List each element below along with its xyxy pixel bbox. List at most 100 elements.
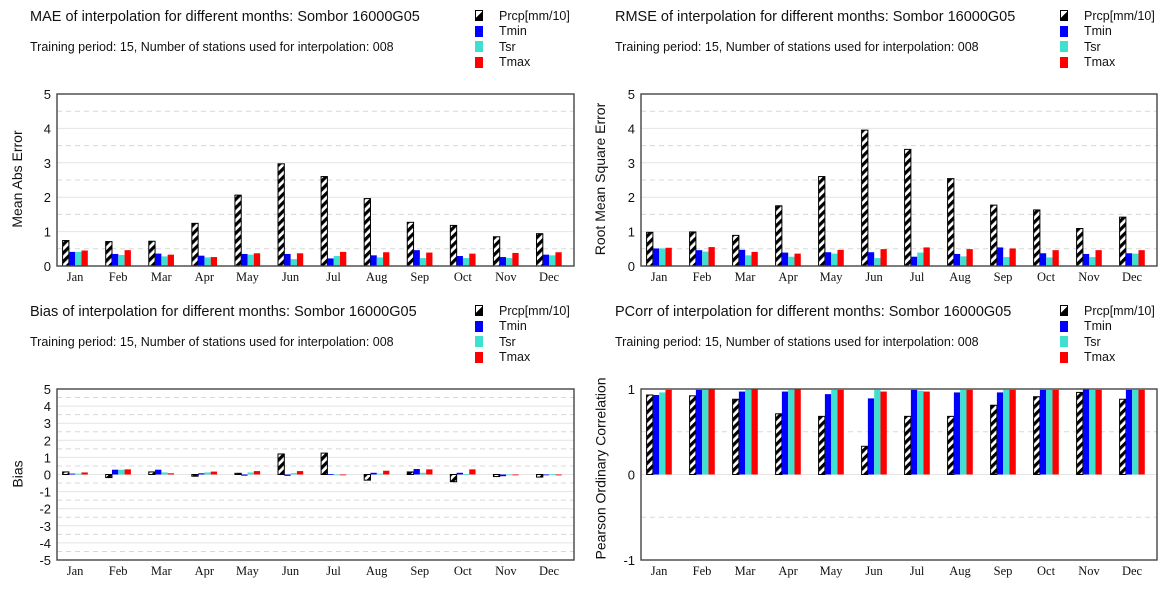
x-tick-label: Sep xyxy=(994,270,1013,284)
bar-tsr-nov xyxy=(506,258,513,266)
bar-tsr-dec xyxy=(1132,253,1139,266)
bar-tsr-mar xyxy=(745,389,752,475)
bar-tsr-may xyxy=(247,254,254,266)
bar-tmax-jul xyxy=(340,474,347,476)
bar-prcpmm-aug xyxy=(947,415,955,475)
bias-legend: Prcp[mm/10] Tmin Tsr Tmax xyxy=(475,303,570,365)
y-tick-label: 2 xyxy=(44,190,51,205)
x-tick-label: Jun xyxy=(865,564,883,578)
y-tick-label: 2 xyxy=(628,190,635,205)
bar-tmin-apr xyxy=(198,473,205,475)
x-tick-label: Nov xyxy=(1078,564,1100,578)
bar-tmin-aug xyxy=(953,253,961,266)
bar-prcpmm-oct xyxy=(1033,396,1041,475)
bar-tmin-feb xyxy=(695,389,703,475)
bar-tmin-aug xyxy=(953,392,961,475)
pcorr-chart-title: PCorr of interpolation for different mon… xyxy=(615,304,1012,320)
bar-tmax-dec xyxy=(555,474,562,476)
bar-prcpmm-oct xyxy=(449,224,458,267)
bar-tmin-jun xyxy=(867,252,875,266)
x-tick-label: Mar xyxy=(735,564,757,578)
y-tick-label: 1 xyxy=(44,450,51,465)
x-tick-label: Apr xyxy=(195,270,215,284)
legend-item: Tmax xyxy=(1060,350,1155,366)
mae-plot: 0 1 2 3 4 5 Jan Feb Mar Apr May Jun Jul Aug Sep Oct Nov D… xyxy=(44,87,575,284)
x-tick-label: Aug xyxy=(949,564,971,578)
bar-prcpmm-feb xyxy=(689,231,697,267)
bar-prcpmm-sep xyxy=(990,204,998,267)
legend-swatch xyxy=(475,10,483,22)
x-tick-label: Feb xyxy=(109,270,128,284)
bar-tsr-oct xyxy=(1046,389,1053,475)
bar-prcpmm-apr xyxy=(775,205,783,267)
bar-tmax-dec xyxy=(1138,250,1145,266)
legend-swatch xyxy=(475,25,483,37)
legend-item: Tmax xyxy=(475,55,570,71)
x-tick-label: Nov xyxy=(495,564,517,578)
x-tick-label: Sep xyxy=(994,564,1013,578)
legend-label: Tmin xyxy=(1084,24,1112,39)
legend-label: Tmin xyxy=(1084,319,1112,334)
bar-tmin-jan xyxy=(68,251,76,266)
bar-prcpmm-aug xyxy=(947,178,955,267)
bar-tmin-jul xyxy=(910,389,918,475)
x-tick-label: Jul xyxy=(910,564,925,578)
x-tick-label: May xyxy=(820,270,844,284)
bar-prcpmm-jan xyxy=(646,394,654,475)
bar-tsr-jun xyxy=(874,389,881,475)
mae-chart-subtitle: Training period: 15, Number of stations … xyxy=(30,40,394,54)
legend-item: Tmin xyxy=(1060,319,1155,335)
x-tick-label: Feb xyxy=(693,564,712,578)
bar-tmin-jun xyxy=(867,398,875,475)
bar-tmin-apr xyxy=(198,255,205,266)
x-tick-label: Mar xyxy=(151,564,173,578)
legend-swatch xyxy=(475,320,483,332)
bar-tsr-nov xyxy=(506,474,513,476)
legend-label: Prcp[mm/10] xyxy=(499,8,570,23)
bar-prcpmm-jul xyxy=(904,415,912,475)
y-tick-label: -4 xyxy=(39,536,51,551)
y-tick-label: 3 xyxy=(44,156,51,171)
x-tick-label: Aug xyxy=(366,564,388,578)
bar-tmin-mar xyxy=(155,469,162,475)
bias-chart-panel: Bias of interpolation for different mont… xyxy=(0,295,583,590)
legend-label: Tsr xyxy=(499,39,516,54)
bar-tmax-jul xyxy=(923,391,930,475)
legend-swatch xyxy=(1060,320,1068,332)
bar-tmin-aug xyxy=(370,255,377,266)
bar-tmax-jun xyxy=(880,391,887,475)
bar-tsr-jul xyxy=(917,252,924,266)
legend-swatch xyxy=(475,351,483,363)
bar-tmax-feb xyxy=(124,469,131,475)
bar-prcpmm-sep xyxy=(406,471,415,475)
bar-tsr-aug xyxy=(376,473,384,475)
bar-tsr-may xyxy=(831,389,838,475)
x-tick-label: Jan xyxy=(67,270,84,284)
y-tick-label: 0 xyxy=(44,468,51,483)
legend-item: Tmin xyxy=(475,24,570,40)
legend-swatch xyxy=(475,41,483,53)
bar-tmin-nov xyxy=(1082,253,1090,266)
x-tick-label: Jul xyxy=(326,270,341,284)
bar-tsr-nov xyxy=(1089,257,1096,266)
x-tick-label: May xyxy=(236,564,260,578)
legend-label: Prcp[mm/10] xyxy=(499,303,570,318)
x-tick-label: Dec xyxy=(1122,564,1143,578)
bar-tsr-oct xyxy=(1046,257,1053,266)
bar-tmax-sep xyxy=(426,252,433,266)
bar-tmin-oct xyxy=(1039,253,1047,266)
y-tick-label: -3 xyxy=(39,519,51,534)
legend-item: Prcp[mm/10] xyxy=(1060,8,1155,24)
x-tick-label: Dec xyxy=(1122,270,1143,284)
legend-swatch xyxy=(1060,10,1068,22)
y-tick-label: -2 xyxy=(39,502,51,517)
bar-tmax-jan xyxy=(665,389,672,475)
x-tick-label: Mar xyxy=(151,270,173,284)
bar-tmin-apr xyxy=(781,391,789,475)
bar-tmax-apr xyxy=(794,253,801,266)
bar-prcpmm-jun xyxy=(277,163,285,267)
legend-swatch xyxy=(1060,56,1068,68)
legend-item: Prcp[mm/10] xyxy=(475,8,570,24)
bar-tmax-dec xyxy=(1138,389,1145,475)
x-tick-label: Aug xyxy=(949,270,971,284)
